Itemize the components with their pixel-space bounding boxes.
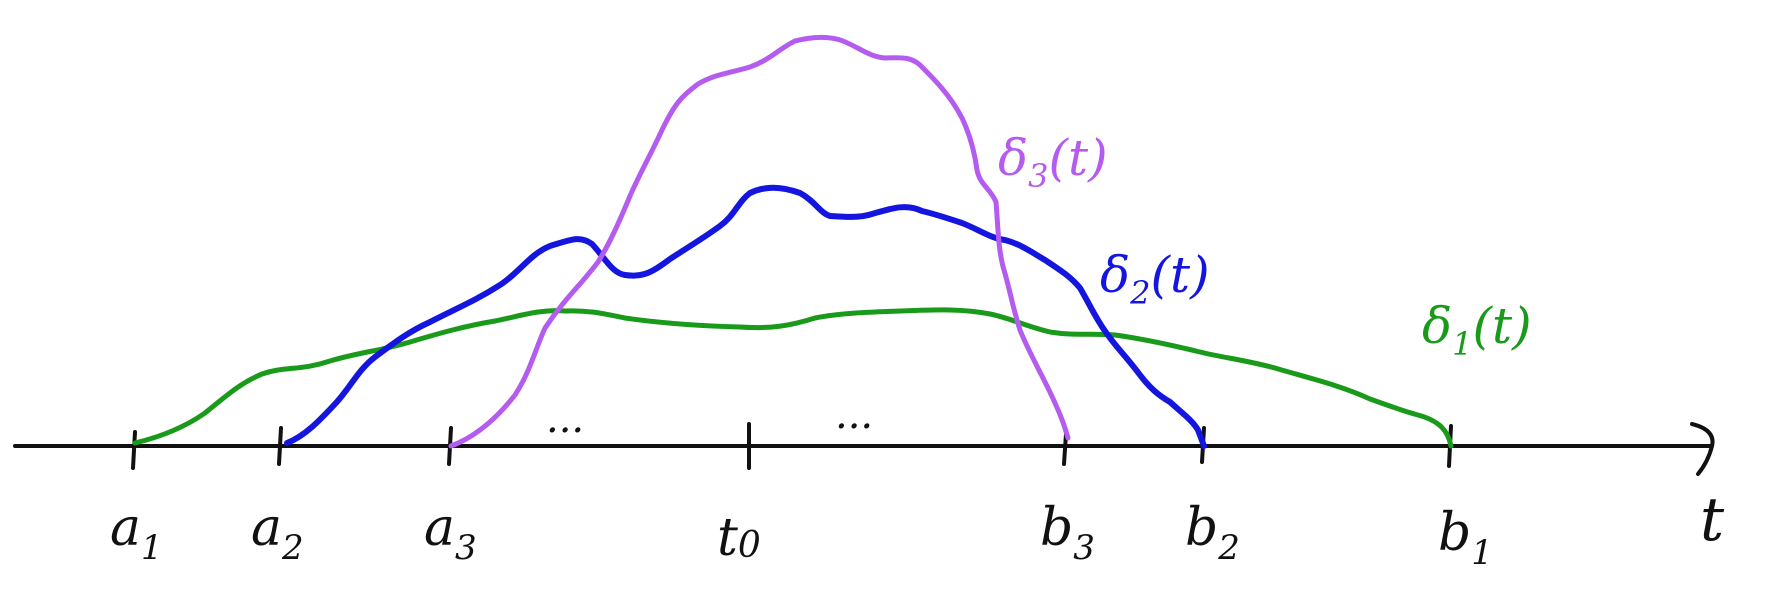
- tick-label-b3: b3: [1040, 498, 1095, 568]
- tick-mark-b3: [1062, 432, 1068, 466]
- curve-label-delta2: δ2(t): [1100, 246, 1210, 312]
- tick-label-a3: a3: [424, 498, 477, 568]
- t-axis-arrowhead: [1690, 422, 1715, 476]
- tick-label-a1: a1: [110, 498, 163, 568]
- tick-label-b1: b1: [1438, 503, 1493, 573]
- ellipsis-left: ...: [546, 396, 584, 442]
- axis-variable-label: t: [1700, 485, 1725, 555]
- curve-label-delta1: δ1(t): [1422, 297, 1532, 363]
- curve-delta3: [448, 34, 1071, 449]
- curve-label-delta3: δ3(t): [998, 129, 1108, 195]
- tick-mark-a1: [131, 430, 137, 470]
- tick-mark-a2: [277, 426, 283, 466]
- ellipsis-right: ...: [835, 392, 873, 438]
- curve-delta1: [132, 307, 1454, 449]
- tick-label-t0: t0: [717, 508, 761, 568]
- tick-label-a2: a2: [251, 498, 304, 568]
- curve-delta2: [284, 184, 1207, 449]
- tick-label-b2: b2: [1185, 498, 1240, 568]
